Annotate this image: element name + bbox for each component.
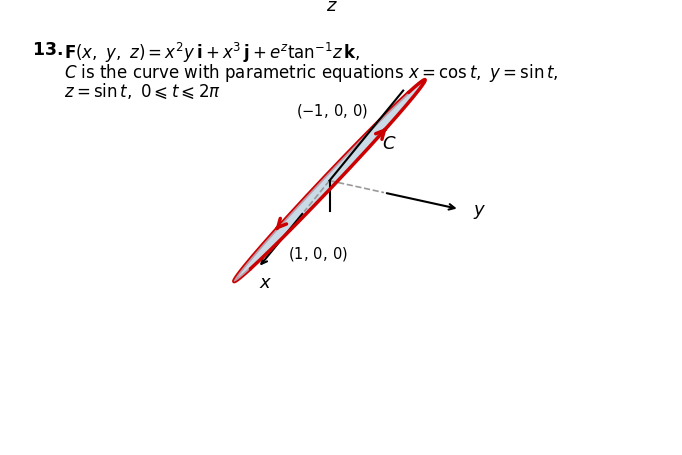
Text: $\mathbf{F}(x,\ y,\ z) = x^2y\,\mathbf{i} + x^3\,\mathbf{j} + e^z\tan^{-1}\!z\,\: $\mathbf{F}(x,\ y,\ z) = x^2y\,\mathbf{i…	[64, 41, 361, 65]
Text: $(1,\,0,\,0)$: $(1,\,0,\,0)$	[288, 245, 348, 263]
Text: $z$: $z$	[327, 0, 338, 15]
Polygon shape	[234, 81, 425, 282]
Text: $x$: $x$	[258, 274, 272, 292]
Text: $C$: $C$	[382, 135, 397, 153]
Text: $C$ is the curve with parametric equations $x = \cos t,\ y = \sin t,$: $C$ is the curve with parametric equatio…	[64, 61, 559, 83]
Text: $z = \sin t,\ 0 \leqslant t \leqslant 2\pi$: $z = \sin t,\ 0 \leqslant t \leqslant 2\…	[64, 82, 221, 101]
Text: $y$: $y$	[473, 202, 486, 221]
Text: $\mathbf{13.}$: $\mathbf{13.}$	[32, 41, 63, 59]
Text: $(-1,\,0,\,0)$: $(-1,\,0,\,0)$	[296, 101, 368, 120]
